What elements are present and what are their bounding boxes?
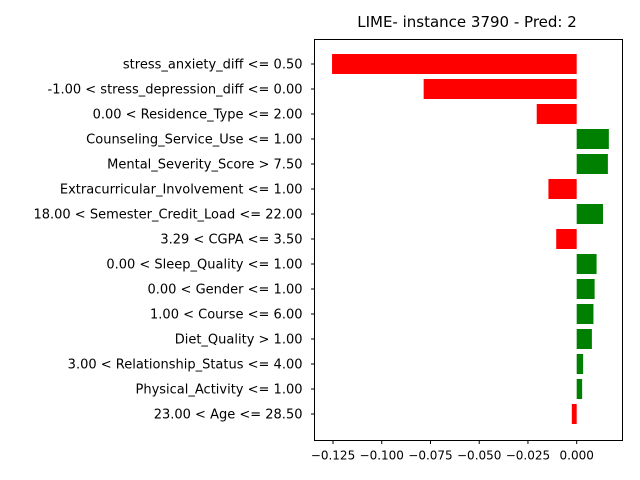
y-tick-label: 3.00 < Relationship_Status <= 4.00 bbox=[68, 358, 303, 373]
bar-9 bbox=[576, 279, 595, 299]
y-tick-label: 0.00 < Residence_Type <= 2.00 bbox=[93, 108, 303, 123]
x-axis-ticks: −0.125 −0.100 −0.075 −0.050 −0.025 0.000 bbox=[311, 440, 594, 463]
y-tick-label: Counseling_Service_Use <= 1.00 bbox=[86, 133, 302, 148]
bar-4 bbox=[576, 154, 608, 174]
chart-title: LIME- instance 3790 - Pred: 2 bbox=[357, 13, 577, 31]
y-tick-label: 1.00 < Course <= 6.00 bbox=[150, 308, 302, 323]
bar-1 bbox=[423, 79, 577, 99]
y-tick-label: Extracurricular_Involvement <= 1.00 bbox=[60, 183, 303, 198]
y-tick-label: -1.00 < stress_depression_diff <= 0.00 bbox=[48, 83, 303, 98]
y-tick-label: 0.00 < Sleep_Quality <= 1.00 bbox=[106, 258, 302, 273]
y-tick-label: stress_anxiety_diff <= 0.50 bbox=[123, 58, 303, 73]
bars-layer bbox=[332, 54, 609, 424]
y-tick-label: Physical_Activity <= 1.00 bbox=[136, 383, 303, 398]
y-tick-label: 3.29 < CGPA <= 3.50 bbox=[160, 233, 302, 248]
y-tick-labels: stress_anxiety_diff <= 0.50 -1.00 < stres… bbox=[33, 58, 315, 423]
y-tick-label: 18.00 < Semester_Credit_Load <= 22.00 bbox=[33, 208, 302, 223]
y-tick-label: Mental_Severity_Score > 7.50 bbox=[107, 158, 302, 173]
y-tick-label: 23.00 < Age <= 28.50 bbox=[154, 408, 303, 423]
bar-13 bbox=[576, 379, 583, 399]
bar-7 bbox=[556, 229, 577, 249]
plot-frame bbox=[314, 39, 623, 441]
bar-10 bbox=[576, 304, 594, 324]
bar-5 bbox=[548, 179, 577, 199]
bar-8 bbox=[576, 254, 597, 274]
bar-11 bbox=[576, 329, 592, 349]
x-tick-label: −0.075 bbox=[408, 449, 452, 463]
bar-3 bbox=[576, 129, 609, 149]
bar-14 bbox=[571, 404, 577, 424]
bar-2 bbox=[536, 104, 577, 124]
x-tick-label: −0.100 bbox=[360, 449, 404, 463]
bar-0 bbox=[332, 54, 577, 74]
y-tick-label: Diet_Quality > 1.00 bbox=[175, 333, 303, 348]
x-tick-label: −0.025 bbox=[506, 449, 550, 463]
x-tick-label: −0.050 bbox=[457, 449, 501, 463]
x-tick-label: −0.125 bbox=[311, 449, 355, 463]
y-tick-label: 0.00 < Gender <= 1.00 bbox=[147, 283, 302, 298]
bar-12 bbox=[576, 354, 584, 374]
x-tick-label: 0.000 bbox=[560, 449, 594, 463]
bar-6 bbox=[576, 204, 604, 224]
